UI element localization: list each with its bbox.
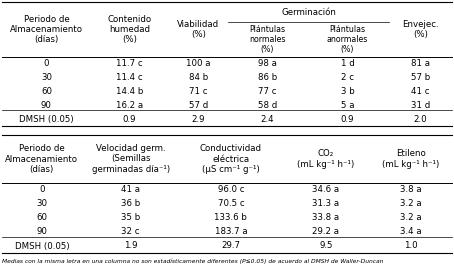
Text: 90: 90	[36, 227, 47, 236]
Text: 9.5: 9.5	[319, 242, 333, 251]
Text: 16.2 a: 16.2 a	[116, 101, 143, 110]
Text: 2.0: 2.0	[414, 115, 427, 124]
Text: 100 a: 100 a	[186, 59, 211, 68]
Text: 35 b: 35 b	[121, 214, 140, 222]
Text: 57 b: 57 b	[411, 73, 430, 82]
Text: 1 d: 1 d	[340, 59, 354, 68]
Text: Etileno
(mL kg⁻¹ h⁻¹): Etileno (mL kg⁻¹ h⁻¹)	[382, 149, 439, 169]
Text: DMSH (0.05): DMSH (0.05)	[19, 115, 74, 124]
Text: 3 b: 3 b	[340, 87, 354, 96]
Text: 31.3 a: 31.3 a	[312, 200, 340, 209]
Text: 58 d: 58 d	[257, 101, 277, 110]
Text: Periodo de
Almacenamiento
(días): Periodo de Almacenamiento (días)	[5, 144, 79, 174]
Text: 57 d: 57 d	[189, 101, 208, 110]
Text: 0.9: 0.9	[123, 115, 136, 124]
Text: Conductividad
eléctrica
(μS cm⁻¹ g⁻¹): Conductividad eléctrica (μS cm⁻¹ g⁻¹)	[200, 144, 262, 174]
Text: 60: 60	[41, 87, 52, 96]
Text: 1.9: 1.9	[124, 242, 137, 251]
Text: 90: 90	[41, 101, 52, 110]
Text: 33.8 a: 33.8 a	[312, 214, 340, 222]
Text: 32 c: 32 c	[121, 227, 140, 236]
Text: 0: 0	[44, 59, 49, 68]
Text: 29.7: 29.7	[222, 242, 240, 251]
Text: 81 a: 81 a	[411, 59, 430, 68]
Text: 36 b: 36 b	[121, 200, 140, 209]
Text: 30: 30	[36, 200, 47, 209]
Text: 5 a: 5 a	[340, 101, 354, 110]
Text: 60: 60	[36, 214, 47, 222]
Text: 98 a: 98 a	[258, 59, 276, 68]
Text: 11.7 c: 11.7 c	[116, 59, 143, 68]
Text: Plántulas
normales
(%): Plántulas normales (%)	[249, 24, 286, 55]
Text: 0.9: 0.9	[340, 115, 354, 124]
Text: 3.2 a: 3.2 a	[400, 200, 422, 209]
Text: 86 b: 86 b	[257, 73, 277, 82]
Text: 183.7 a: 183.7 a	[215, 227, 247, 236]
Text: 71 c: 71 c	[189, 87, 207, 96]
Text: Medias con la misma letra en una columna no son estadísticamente diferentes (P≤0: Medias con la misma letra en una columna…	[2, 258, 383, 264]
Text: 77 c: 77 c	[258, 87, 276, 96]
Text: DMSH (0.05): DMSH (0.05)	[15, 242, 69, 251]
Text: Contenido
humedad
(%): Contenido humedad (%)	[108, 15, 152, 44]
Text: 2.4: 2.4	[260, 115, 274, 124]
Text: CO₂
(mL kg⁻¹ h⁻¹): CO₂ (mL kg⁻¹ h⁻¹)	[297, 149, 355, 169]
Text: 41 a: 41 a	[121, 185, 140, 194]
Text: 31 d: 31 d	[411, 101, 430, 110]
Text: 133.6 b: 133.6 b	[214, 214, 247, 222]
Text: Periodo de
Almacenamiento
(días): Periodo de Almacenamiento (días)	[10, 15, 83, 44]
Text: 41 c: 41 c	[411, 87, 430, 96]
Text: 2 c: 2 c	[341, 73, 354, 82]
Text: 29.2 a: 29.2 a	[312, 227, 340, 236]
Text: Germinación: Germinación	[281, 7, 336, 16]
Text: 34.6 a: 34.6 a	[312, 185, 340, 194]
Text: 14.4 b: 14.4 b	[116, 87, 143, 96]
Text: 3.2 a: 3.2 a	[400, 214, 422, 222]
Text: 70.5 c: 70.5 c	[217, 200, 244, 209]
Text: 1.0: 1.0	[404, 242, 418, 251]
Text: Velocidad germ.
(Semillas
germinadas día⁻¹): Velocidad germ. (Semillas germinadas día…	[92, 144, 170, 174]
Text: Plántulas
anormales
(%): Plántulas anormales (%)	[327, 24, 368, 55]
Text: 3.4 a: 3.4 a	[400, 227, 422, 236]
Text: 96.0 c: 96.0 c	[217, 185, 244, 194]
Text: Viabilidad
(%): Viabilidad (%)	[177, 20, 219, 39]
Text: 11.4 c: 11.4 c	[116, 73, 143, 82]
Text: Envejec.
(%): Envejec. (%)	[402, 20, 439, 39]
Text: 2.9: 2.9	[192, 115, 205, 124]
Text: 0: 0	[39, 185, 44, 194]
Text: 30: 30	[41, 73, 52, 82]
Text: 84 b: 84 b	[189, 73, 208, 82]
Text: 3.8 a: 3.8 a	[400, 185, 422, 194]
